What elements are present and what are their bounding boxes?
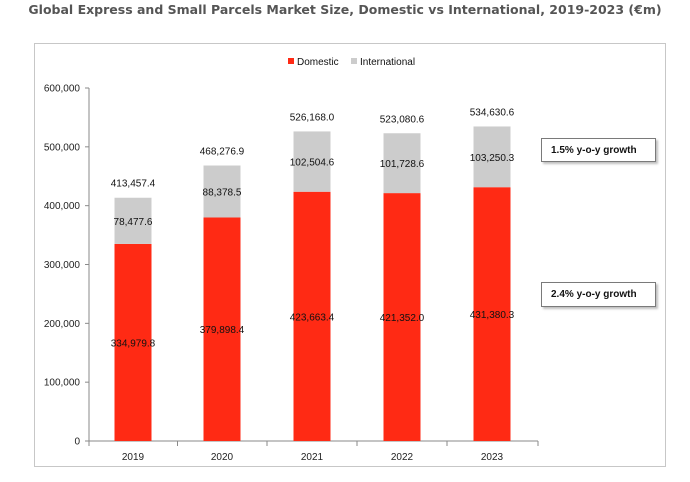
y-tick-label: 600,000	[44, 84, 81, 95]
international-value-label: 101,728.6	[380, 159, 425, 170]
legend-swatch-domestic	[288, 58, 294, 64]
x-category-label: 2022	[391, 452, 414, 463]
international-bar	[473, 126, 511, 188]
domestic-value-label: 334,979.8	[111, 338, 156, 349]
legend-label-international: International	[360, 57, 415, 68]
chart-title: Global Express and Small Parcels Market …	[28, 2, 662, 17]
international-value-label: 88,378.5	[203, 187, 242, 198]
domestic-value-label: 421,352.0	[380, 313, 425, 324]
domestic-bar	[203, 217, 241, 441]
total-value-label: 526,168.0	[290, 112, 335, 123]
x-category-label: 2023	[481, 452, 504, 463]
chart-frame	[34, 43, 666, 467]
y-tick-label: 300,000	[44, 260, 81, 271]
domestic-bar	[293, 191, 331, 441]
legend-label-domestic: Domestic	[297, 57, 339, 68]
international-bar	[293, 131, 331, 192]
domestic-value-label: 379,898.4	[200, 325, 245, 336]
domestic-bar	[114, 243, 152, 441]
x-category-label: 2021	[301, 452, 324, 463]
total-value-label: 413,457.4	[111, 179, 156, 190]
international-value-label: 103,250.3	[470, 153, 515, 164]
legend-swatch-international	[351, 58, 357, 64]
international-bar	[114, 197, 152, 244]
domestic-bar	[473, 187, 511, 441]
y-tick-label: 400,000	[44, 201, 81, 212]
domestic-growth-callout: 2.4% y-o-y growth	[541, 282, 656, 307]
international-value-label: 102,504.6	[290, 158, 335, 169]
x-category-label: 2019	[122, 452, 145, 463]
international-value-label: 78,477.6	[114, 217, 153, 228]
domestic-value-label: 423,663.4	[290, 312, 335, 323]
total-value-label: 534,630.6	[470, 107, 515, 118]
x-category-label: 2020	[211, 452, 234, 463]
international-growth-callout: 1.5% y-o-y growth	[541, 138, 656, 162]
domestic-growth-text: 2.4% y-o-y growth	[551, 289, 637, 300]
y-tick-label: 0	[74, 437, 80, 448]
domestic-bar	[383, 193, 421, 441]
international-bar	[203, 165, 241, 218]
total-value-label: 523,080.6	[380, 114, 425, 125]
international-growth-text: 1.5% y-o-y growth	[551, 144, 637, 156]
international-bar	[383, 133, 421, 194]
y-tick-label: 500,000	[44, 142, 81, 153]
y-tick-label: 200,000	[44, 319, 81, 330]
total-value-label: 468,276.9	[200, 146, 245, 157]
domestic-value-label: 431,380.3	[470, 310, 515, 321]
y-tick-label: 100,000	[44, 378, 81, 389]
